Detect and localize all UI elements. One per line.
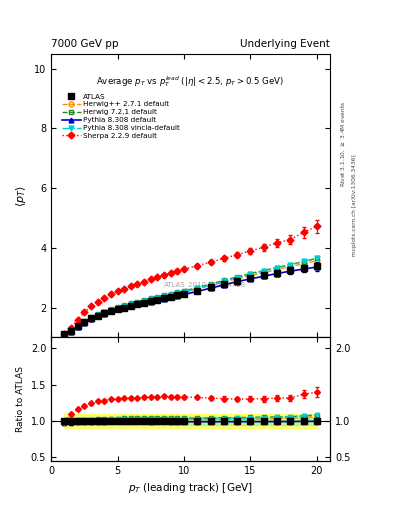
Text: 7000 GeV pp: 7000 GeV pp: [51, 38, 119, 49]
Text: Average $p_T$ vs $p_T^{lead}$ ($|\eta| < 2.5$, $p_T > 0.5$ GeV): Average $p_T$ vs $p_T^{lead}$ ($|\eta| <…: [96, 74, 285, 89]
Y-axis label: Ratio to ATLAS: Ratio to ATLAS: [16, 366, 25, 432]
Text: Underlying Event: Underlying Event: [240, 38, 330, 49]
Text: ATLAS_2010_S8894728: ATLAS_2010_S8894728: [163, 282, 246, 288]
Text: mcplots.cern.ch [arXiv:1306.3436]: mcplots.cern.ch [arXiv:1306.3436]: [352, 154, 357, 255]
Y-axis label: $\langle p_T \rangle$: $\langle p_T \rangle$: [15, 185, 28, 206]
Text: Rivet 3.1.10, $\geq$ 3.4M events: Rivet 3.1.10, $\geq$ 3.4M events: [340, 100, 347, 186]
Legend: ATLAS, Herwig++ 2.7.1 default, Herwig 7.2.1 default, Pythia 8.308 default, Pythi: ATLAS, Herwig++ 2.7.1 default, Herwig 7.…: [60, 92, 182, 141]
X-axis label: $p_T$ (leading track) [GeV]: $p_T$ (leading track) [GeV]: [128, 481, 253, 495]
